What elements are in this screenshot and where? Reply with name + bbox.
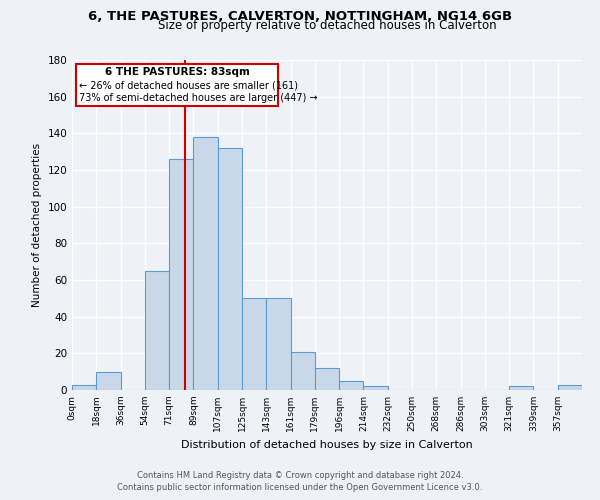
Bar — [364, 386, 388, 390]
X-axis label: Distribution of detached houses by size in Calverton: Distribution of detached houses by size … — [181, 440, 473, 450]
Title: Size of property relative to detached houses in Calverton: Size of property relative to detached ho… — [158, 20, 496, 32]
Text: ← 26% of detached houses are smaller (161): ← 26% of detached houses are smaller (16… — [79, 80, 298, 90]
Bar — [242, 298, 266, 390]
Bar — [145, 271, 169, 390]
Bar — [96, 372, 121, 390]
Text: 73% of semi-detached houses are larger (447) →: 73% of semi-detached houses are larger (… — [79, 93, 318, 103]
Bar — [509, 386, 533, 390]
Bar — [266, 298, 290, 390]
Bar — [72, 384, 96, 390]
Bar — [339, 381, 364, 390]
Bar — [218, 148, 242, 390]
Bar — [558, 384, 582, 390]
Text: 6, THE PASTURES, CALVERTON, NOTTINGHAM, NG14 6GB: 6, THE PASTURES, CALVERTON, NOTTINGHAM, … — [88, 10, 512, 23]
Text: 6 THE PASTURES: 83sqm: 6 THE PASTURES: 83sqm — [104, 68, 250, 78]
Y-axis label: Number of detached properties: Number of detached properties — [32, 143, 42, 307]
Text: Contains HM Land Registry data © Crown copyright and database right 2024.
Contai: Contains HM Land Registry data © Crown c… — [118, 471, 482, 492]
FancyBboxPatch shape — [76, 64, 278, 106]
Bar — [193, 137, 218, 390]
Bar — [169, 159, 193, 390]
Bar — [290, 352, 315, 390]
Bar — [315, 368, 339, 390]
